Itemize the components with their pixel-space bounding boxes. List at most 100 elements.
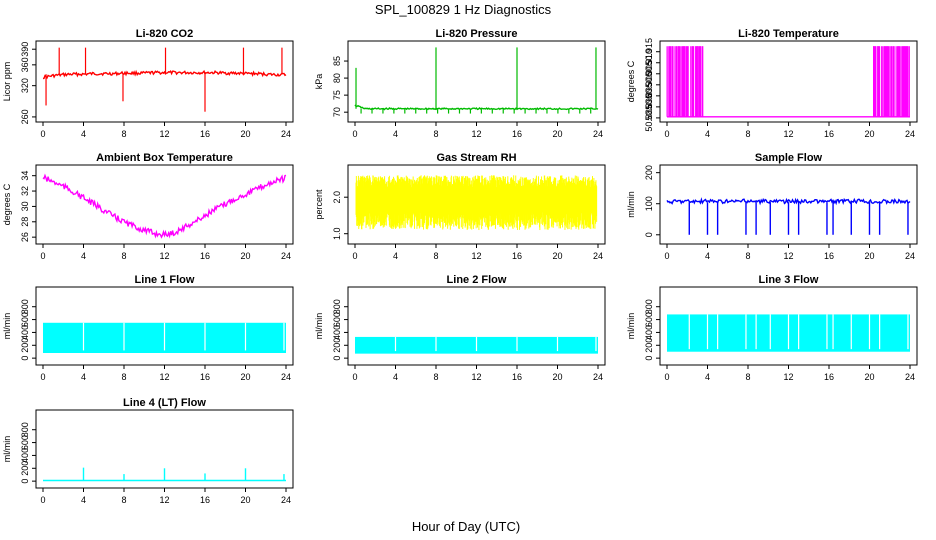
x-tick-label: 4 [393, 251, 398, 261]
panel-title: Line 3 Flow [759, 274, 819, 286]
x-tick-label: 0 [40, 495, 45, 505]
panel-title: Line 2 Flow [447, 274, 507, 286]
x-tick-label: 0 [40, 251, 45, 261]
x-tick-label: 20 [864, 372, 874, 382]
x-tick-label: 0 [40, 129, 45, 139]
x-tick-label: 16 [200, 495, 210, 505]
figure-xlabel: Hour of Day (UTC) [412, 519, 520, 534]
y-tick-label: 400 [20, 325, 30, 340]
y-tick-label: 400 [644, 325, 654, 340]
x-tick-label: 8 [745, 129, 750, 139]
x-tick-label: 16 [824, 372, 834, 382]
x-tick-label: 12 [159, 372, 169, 382]
x-tick-label: 12 [159, 251, 169, 261]
y-tick-label: 600 [20, 435, 30, 450]
x-tick-label: 12 [471, 129, 481, 139]
x-tick-label: 8 [433, 372, 438, 382]
y-tick-label: 0 [20, 356, 30, 361]
y-tick-label: 26 [20, 232, 30, 242]
y-tick-label: 600 [332, 312, 342, 327]
x-tick-label: 8 [745, 372, 750, 382]
x-tick-label: 24 [593, 251, 603, 261]
y-axis-label: ml/min [2, 436, 12, 463]
x-tick-label: 24 [281, 129, 291, 139]
y-tick-label: 200 [644, 165, 654, 180]
y-tick-label: 2.0 [332, 191, 342, 204]
y-tick-label: 0 [332, 356, 342, 361]
series-group [666, 197, 911, 235]
y-tick-label: 32 [20, 186, 30, 196]
y-axis-label: ml/min [626, 191, 636, 218]
series-group [42, 47, 287, 112]
x-tick-label: 4 [393, 372, 398, 382]
x-tick-label: 8 [121, 129, 126, 139]
y-tick-label: 0 [644, 356, 654, 361]
x-tick-label: 8 [121, 372, 126, 382]
panel-title: Gas Stream RH [436, 152, 516, 164]
x-tick-label: 16 [824, 129, 834, 139]
x-tick-label: 8 [433, 251, 438, 261]
x-tick-label: 0 [664, 372, 669, 382]
x-tick-label: 20 [552, 129, 562, 139]
x-tick-label: 0 [352, 129, 357, 139]
x-tick-label: 16 [200, 372, 210, 382]
y-tick-label: 28 [20, 217, 30, 227]
x-tick-label: 4 [81, 251, 86, 261]
pressure-series [354, 104, 599, 111]
y-tick-label: 50.890 [644, 93, 654, 121]
y-tick-label: 80 [332, 73, 342, 83]
x-tick-label: 12 [783, 251, 793, 261]
plot-frame [35, 40, 294, 123]
panel-2: Li-820 Pressure kPa 70 75 80 85 0 4 8 12 16 20 24 [314, 28, 606, 139]
panel-5: Gas Stream RH percent 1.0 2.0 0 4 8 12 16 20 24 [314, 152, 606, 261]
x-tick-label: 12 [783, 372, 793, 382]
x-tick-label: 20 [240, 251, 250, 261]
x-tick-label: 16 [200, 251, 210, 261]
y-tick-label: 85 [332, 56, 342, 66]
x-tick-label: 20 [240, 372, 250, 382]
x-tick-label: 0 [352, 372, 357, 382]
x-tick-label: 24 [905, 372, 915, 382]
y-tick-label: 50.895 [644, 82, 654, 110]
x-tick-label: 0 [664, 129, 669, 139]
y-tick-label: 70 [332, 107, 342, 117]
x-tick-label: 20 [240, 495, 250, 505]
y-tick-label: 50.900 [644, 71, 654, 99]
x-tick-label: 20 [552, 372, 562, 382]
y-tick-label: 75 [332, 90, 342, 100]
x-tick-label: 24 [281, 495, 291, 505]
y-tick-label: 600 [644, 312, 654, 327]
y-tick-label: 0 [644, 232, 654, 237]
x-tick-label: 0 [352, 251, 357, 261]
y-tick-label: 200 [332, 338, 342, 353]
panel-title: Sample Flow [755, 152, 823, 164]
y-axis-label: Licor ppm [2, 62, 12, 102]
series-group [355, 336, 598, 354]
x-tick-label: 4 [81, 372, 86, 382]
y-axis-label: ml/min [314, 313, 324, 340]
x-tick-label: 8 [433, 129, 438, 139]
x-tick-label: 24 [905, 251, 915, 261]
x-tick-label: 4 [81, 129, 86, 139]
y-axis-label: kPa [314, 74, 324, 90]
y-tick-label: 400 [20, 448, 30, 463]
series-group [354, 47, 599, 114]
ambient-temperature-series [42, 173, 287, 239]
y-tick-label: 260 [20, 109, 30, 124]
y-tick-label: 0 [20, 479, 30, 484]
y-tick-label: 100 [644, 196, 654, 211]
y-tick-label: 600 [20, 312, 30, 327]
x-tick-label: 16 [824, 251, 834, 261]
x-tick-label: 0 [40, 372, 45, 382]
y-tick-label: 400 [332, 325, 342, 340]
panel-title: Ambient Box Temperature [96, 152, 233, 164]
y-tick-label: 200 [20, 338, 30, 353]
x-tick-label: 4 [81, 495, 86, 505]
x-tick-label: 8 [121, 251, 126, 261]
y-axis-label: degrees C [626, 60, 636, 102]
x-tick-label: 24 [593, 129, 603, 139]
